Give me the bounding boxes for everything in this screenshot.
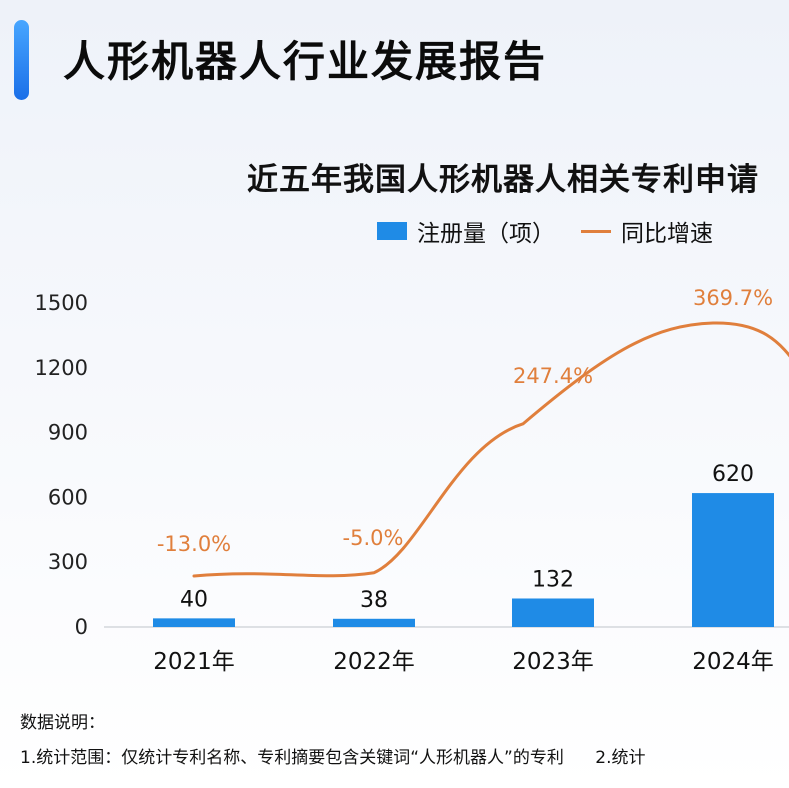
patent-chart: 0 300 600 900 1200 1500 40 38 132 620 -13.0% -5.0%… bbox=[35, 286, 789, 675]
legend-bar-swatch bbox=[377, 222, 407, 240]
bar-2024年 bbox=[692, 493, 774, 627]
bar-2022年 bbox=[333, 618, 415, 627]
chart-legend: 注册量（项） 同比增速 bbox=[377, 214, 713, 248]
chart-title: 近五年我国人形机器人相关专利申请 bbox=[247, 162, 759, 198]
y-tick-label: 1500 bbox=[35, 291, 88, 315]
legend-bar-label: 注册量（项） bbox=[417, 221, 555, 247]
growth-rate-line bbox=[192, 321, 789, 578]
bar-value-label: 620 bbox=[712, 462, 754, 487]
y-tick-label: 600 bbox=[48, 485, 88, 509]
data-notes-heading: 数据说明： bbox=[20, 713, 105, 733]
y-tick-label: 1200 bbox=[35, 356, 88, 380]
y-tick-label: 900 bbox=[48, 421, 88, 445]
y-tick-label: 300 bbox=[48, 550, 88, 574]
bar-value-label: 132 bbox=[532, 567, 574, 592]
growth-rate-label: -13.0% bbox=[157, 532, 231, 556]
data-note-1: 1.统计范围：仅统计专利名称、专利摘要包含关键词“人形机器人”的专利 bbox=[20, 748, 564, 768]
data-note-2: 2.统计 bbox=[595, 748, 646, 768]
bar-value-label: 40 bbox=[180, 587, 208, 612]
title-accent-bar bbox=[14, 20, 29, 100]
growth-rate-label: 369.7% bbox=[693, 286, 773, 310]
data-notes: 1.统计范围：仅统计专利名称、专利摘要包含关键词“人形机器人”的专利 2.统计 bbox=[20, 743, 789, 768]
bar-value-label: 38 bbox=[360, 588, 388, 613]
page-title: 人形机器人行业发展报告 bbox=[63, 37, 548, 86]
legend-line-swatch bbox=[581, 229, 611, 233]
x-tick-label: 2024年 bbox=[692, 649, 774, 675]
x-tick-label: 2021年 bbox=[153, 649, 235, 675]
y-tick-label: 0 bbox=[75, 615, 88, 639]
bar-2023年 bbox=[512, 598, 594, 627]
growth-rate-label: 247.4% bbox=[513, 364, 593, 388]
growth-rate-label: -5.0% bbox=[343, 526, 404, 550]
x-tick-label: 2022年 bbox=[333, 649, 415, 675]
bar-2021年 bbox=[153, 618, 235, 627]
legend-line-label: 同比增速 bbox=[621, 221, 713, 247]
x-tick-label: 2023年 bbox=[512, 649, 594, 675]
